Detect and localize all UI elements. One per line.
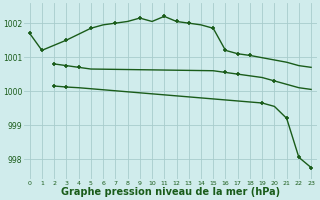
X-axis label: Graphe pression niveau de la mer (hPa): Graphe pression niveau de la mer (hPa) xyxy=(61,187,280,197)
